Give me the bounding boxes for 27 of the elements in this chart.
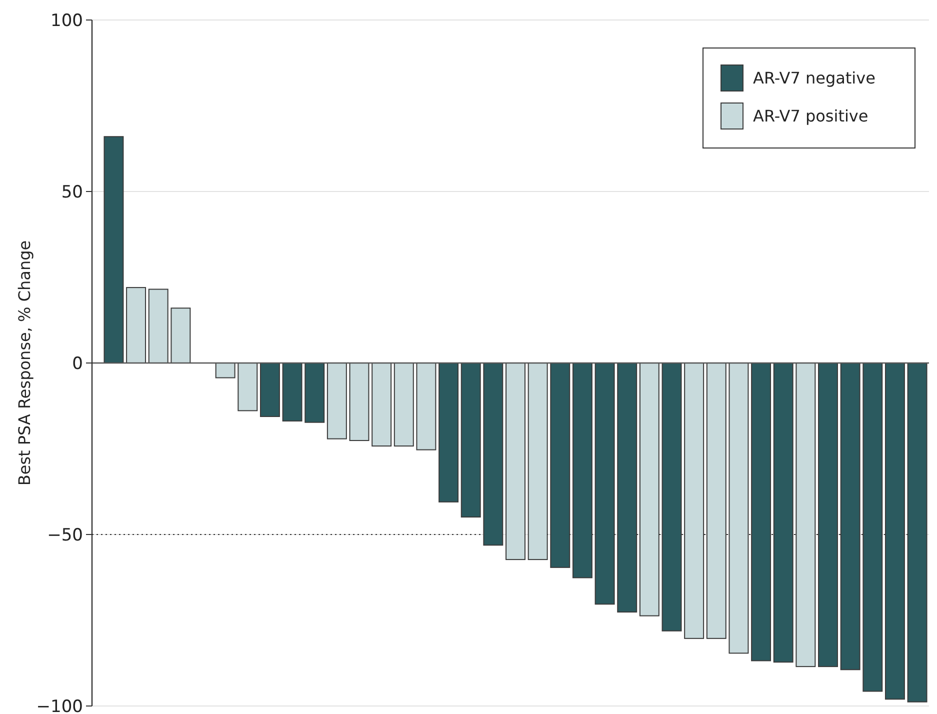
bar	[260, 362, 280, 418]
bar	[349, 362, 370, 442]
bar	[394, 362, 414, 447]
legend-label: AR-V7 negative	[753, 68, 876, 88]
bar	[304, 362, 325, 423]
bar	[460, 362, 481, 518]
bar	[170, 308, 191, 364]
bar	[416, 362, 436, 450]
bar	[238, 362, 258, 412]
bar	[148, 288, 168, 364]
bar	[372, 362, 392, 447]
bar	[528, 362, 548, 560]
bar	[282, 362, 302, 422]
y-tick-label: 100	[50, 10, 83, 31]
bar	[438, 362, 459, 502]
bar	[126, 287, 146, 364]
legend-label: AR-V7 positive	[753, 106, 868, 126]
bar	[215, 362, 236, 378]
y-axis-title: Best PSA Response, % Change	[15, 240, 34, 486]
bar	[506, 362, 526, 560]
y-tick-label: 50	[61, 182, 83, 202]
y-tick-label: 0	[72, 354, 83, 374]
bar	[104, 136, 124, 364]
bar	[483, 362, 504, 546]
y-tick-label: −50	[47, 525, 83, 546]
bar	[326, 362, 347, 440]
y-tick-label: −100	[36, 696, 83, 714]
